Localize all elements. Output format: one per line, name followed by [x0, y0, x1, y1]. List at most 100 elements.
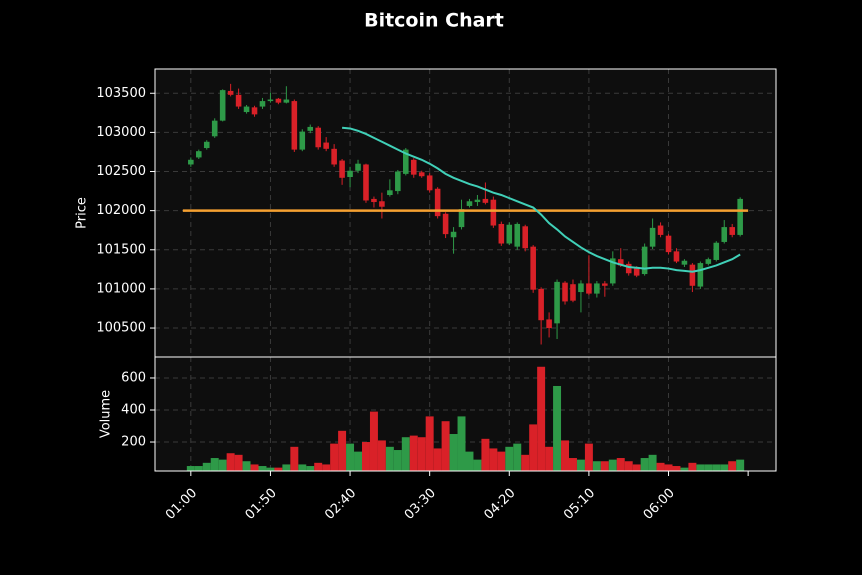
candle-body — [219, 90, 226, 121]
volume-bar — [529, 424, 538, 471]
volume-bar — [385, 446, 394, 471]
candle-body — [323, 142, 329, 149]
volume-bar — [576, 459, 585, 471]
volume-bar — [234, 454, 243, 471]
candle-body — [331, 148, 337, 165]
volume-bar — [306, 466, 315, 471]
candle-body — [450, 231, 457, 238]
candle-body — [363, 164, 369, 201]
candle-body — [267, 99, 274, 102]
volume-bar — [338, 430, 347, 471]
candle-body — [625, 263, 632, 274]
volume-bar — [417, 437, 426, 471]
candle-body — [729, 227, 735, 235]
candle-body — [721, 227, 728, 242]
volume-bar — [672, 466, 681, 471]
volume-bar — [354, 451, 362, 471]
candle-body — [379, 201, 385, 207]
volume-bar — [314, 462, 323, 471]
volume-bar — [497, 451, 506, 471]
volume-bar — [608, 459, 617, 471]
candle-body — [275, 98, 282, 103]
candle-body — [387, 190, 393, 195]
candle-body — [610, 258, 616, 284]
candle-body — [227, 90, 234, 95]
candle-body — [554, 281, 560, 324]
volume-bar — [258, 466, 267, 471]
volume-bar — [218, 459, 227, 471]
volume-bar — [369, 411, 378, 471]
volume-bar — [553, 385, 562, 471]
volume-bar — [624, 461, 633, 471]
volume-bar — [377, 440, 386, 471]
candle-body — [617, 259, 624, 266]
price-panel — [155, 69, 776, 357]
y-tick-label: 101500 — [96, 242, 146, 257]
volume-bar — [473, 459, 482, 471]
volume-bar — [346, 443, 355, 471]
candle-body — [251, 107, 258, 115]
volume-bar — [569, 458, 577, 471]
volume-bar — [481, 438, 490, 471]
volume-bar — [298, 464, 307, 471]
y-tick-label: 101000 — [96, 281, 146, 296]
candle-body — [641, 246, 648, 275]
candle-body — [355, 163, 361, 171]
y-tick-label: 400 — [121, 402, 146, 417]
volume-bar — [322, 464, 331, 471]
volume-bar — [441, 421, 450, 471]
candle-body — [530, 246, 536, 290]
volume-bar — [401, 437, 410, 471]
candle-body — [315, 127, 321, 148]
y-tick-label: 103500 — [96, 86, 146, 101]
candle-body — [657, 225, 664, 235]
y-tick-label: 600 — [121, 370, 146, 385]
candle-body — [211, 120, 218, 137]
candle-body — [458, 209, 465, 228]
candle-body — [259, 101, 266, 107]
volume-bar — [290, 446, 299, 471]
candle-body — [522, 226, 528, 249]
volume-bar — [226, 453, 235, 471]
candle-body — [203, 141, 210, 149]
candle-body — [538, 288, 544, 321]
candle-body — [283, 99, 290, 103]
y-tick-label: 103000 — [96, 125, 146, 140]
volume-bar — [242, 461, 251, 471]
volume-bar — [736, 459, 745, 471]
candle-body — [602, 283, 608, 286]
candle-body — [578, 283, 584, 293]
candle-body — [673, 251, 680, 262]
candle-body — [307, 126, 314, 131]
volume-bar — [210, 458, 219, 471]
candle-body — [243, 106, 250, 113]
candle-body — [299, 131, 306, 150]
candle-body — [689, 264, 696, 286]
volume-bar — [194, 466, 203, 471]
volume-bar — [465, 451, 474, 471]
volume-bar — [592, 461, 601, 471]
volume-bar — [640, 458, 649, 471]
moving-average-line — [341, 126, 741, 273]
candle-body — [474, 199, 481, 203]
candle-body — [418, 172, 425, 177]
volume-bar — [616, 458, 625, 471]
candle-body — [570, 284, 576, 301]
volume-bar — [688, 462, 697, 471]
candle-body — [339, 160, 345, 178]
y-axis-label: Price — [75, 197, 90, 229]
volume-bar — [561, 440, 569, 471]
candle-body — [490, 199, 497, 226]
volume-bar — [202, 462, 211, 471]
volume-bar — [664, 464, 673, 471]
volume-bar — [393, 450, 402, 471]
y-tick-label: 100500 — [96, 321, 146, 336]
volume-bar — [728, 461, 737, 471]
volume-bar — [282, 464, 291, 471]
volume-bar — [433, 448, 442, 471]
volume-bar — [250, 464, 259, 471]
volume-bar — [680, 467, 689, 471]
candle-body — [196, 151, 202, 158]
candle-body — [633, 268, 640, 276]
